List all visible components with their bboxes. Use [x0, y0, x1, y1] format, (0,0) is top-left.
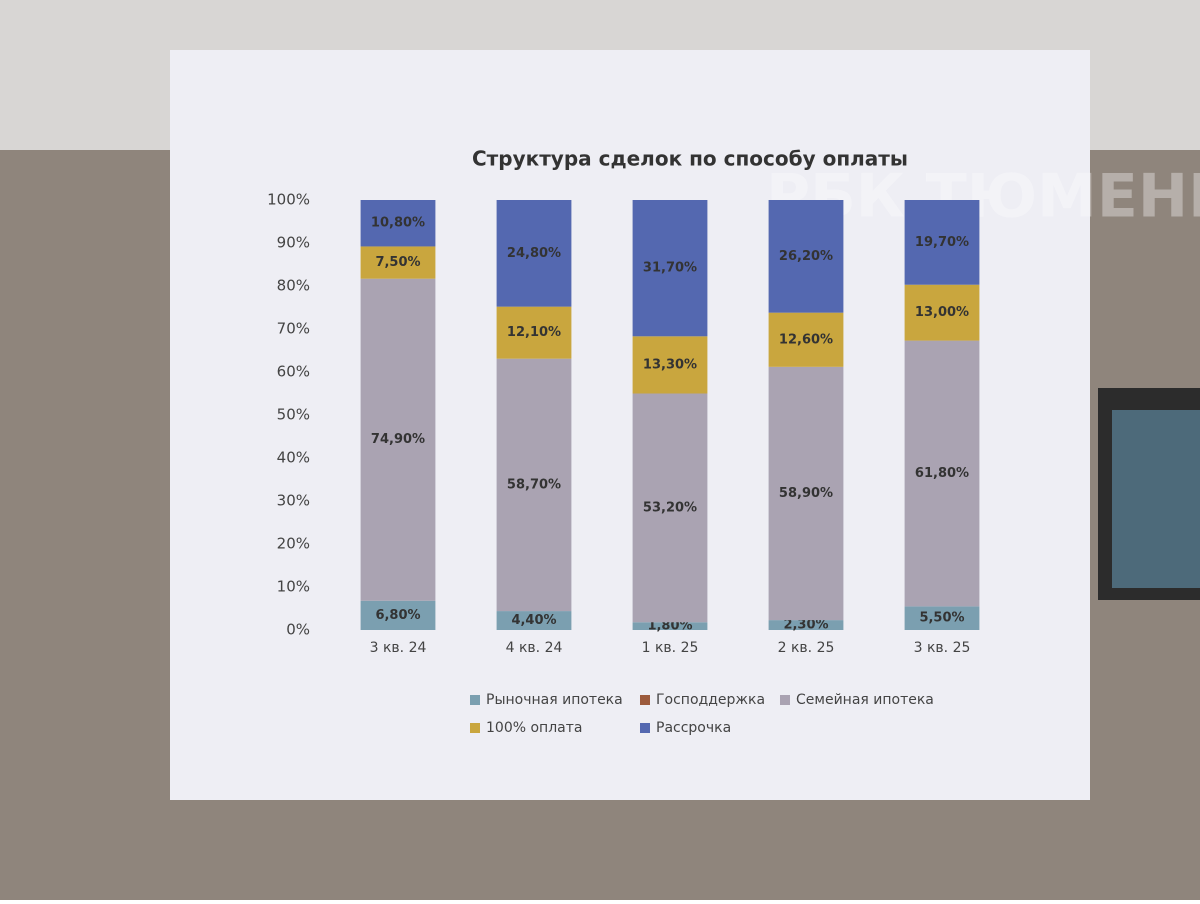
data-label: 1,80%: [647, 619, 692, 634]
data-label: 19,70%: [915, 235, 969, 250]
picture: [1112, 410, 1200, 588]
data-label: 13,30%: [643, 357, 697, 372]
data-label: 6,80%: [375, 608, 420, 623]
bar-segment: [768, 200, 844, 313]
data-label: 2,30%: [783, 618, 828, 633]
data-label: 24,80%: [507, 246, 561, 261]
data-label: 58,70%: [507, 477, 561, 492]
legend-label: Семейная ипотека: [796, 692, 934, 708]
bar-segment: [632, 200, 708, 337]
data-label: 26,20%: [779, 249, 833, 264]
y-tick-label: 50%: [277, 406, 310, 424]
chart-title: Структура сделок по способу оплаты: [472, 147, 908, 171]
legend-label: Рыночная ипотека: [486, 692, 623, 708]
data-label: 4,40%: [511, 613, 556, 628]
bar-segment: [632, 393, 708, 623]
legend-label: 100% оплата: [486, 720, 582, 736]
bar-segment: [632, 622, 708, 630]
bar-segment: [632, 336, 708, 394]
bar-segment: [496, 306, 572, 359]
y-tick-label: 0%: [286, 621, 310, 639]
y-tick-label: 20%: [277, 535, 310, 553]
y-tick-label: 80%: [277, 277, 310, 295]
data-label: 31,70%: [643, 261, 697, 276]
bar-segment: [360, 600, 436, 630]
bar-segment: [768, 312, 844, 367]
legend-swatch: [780, 695, 790, 705]
legend-label: Господдержка: [656, 692, 765, 708]
y-tick-label: 100%: [267, 191, 310, 209]
legend-swatch: [640, 695, 650, 705]
data-label: 53,20%: [643, 500, 697, 515]
y-tick-label: 90%: [277, 234, 310, 252]
x-tick-label: 2 кв. 25: [778, 640, 835, 656]
data-label: 74,90%: [371, 432, 425, 447]
bar-segment: [496, 358, 572, 612]
bar-segment: [768, 620, 844, 630]
y-tick-label: 70%: [277, 320, 310, 338]
bar-segment: [496, 611, 572, 630]
x-tick-label: 1 кв. 25: [642, 640, 699, 656]
data-label: 5,50%: [919, 611, 964, 626]
data-label: 13,00%: [915, 305, 969, 320]
legend-swatch: [470, 723, 480, 733]
y-tick-label: 60%: [277, 363, 310, 381]
y-tick-label: 10%: [277, 578, 310, 596]
bar-segment: [360, 278, 436, 601]
data-label: 7,50%: [375, 255, 420, 270]
x-tick-label: 3 кв. 24: [370, 640, 427, 656]
data-label: 12,10%: [507, 325, 561, 340]
bar-segment: [904, 200, 980, 285]
data-label: 10,80%: [371, 216, 425, 231]
data-label: 58,90%: [779, 486, 833, 501]
legend-label: Рассрочка: [656, 720, 731, 736]
bar-segment: [768, 366, 844, 621]
bar-segment: [904, 606, 980, 630]
bar-segment: [360, 246, 436, 279]
y-tick-label: 40%: [277, 449, 310, 467]
bar-segment: [904, 284, 980, 341]
legend-swatch: [470, 695, 480, 705]
data-label: 12,60%: [779, 332, 833, 347]
bar-segment: [496, 200, 572, 307]
legend-swatch: [640, 723, 650, 733]
y-tick-label: 30%: [277, 492, 310, 510]
data-label: 61,80%: [915, 466, 969, 481]
bar-segment: [904, 340, 980, 607]
bar-segment: [360, 200, 436, 247]
x-tick-label: 3 кв. 25: [914, 640, 971, 656]
x-tick-label: 4 кв. 24: [506, 640, 563, 656]
